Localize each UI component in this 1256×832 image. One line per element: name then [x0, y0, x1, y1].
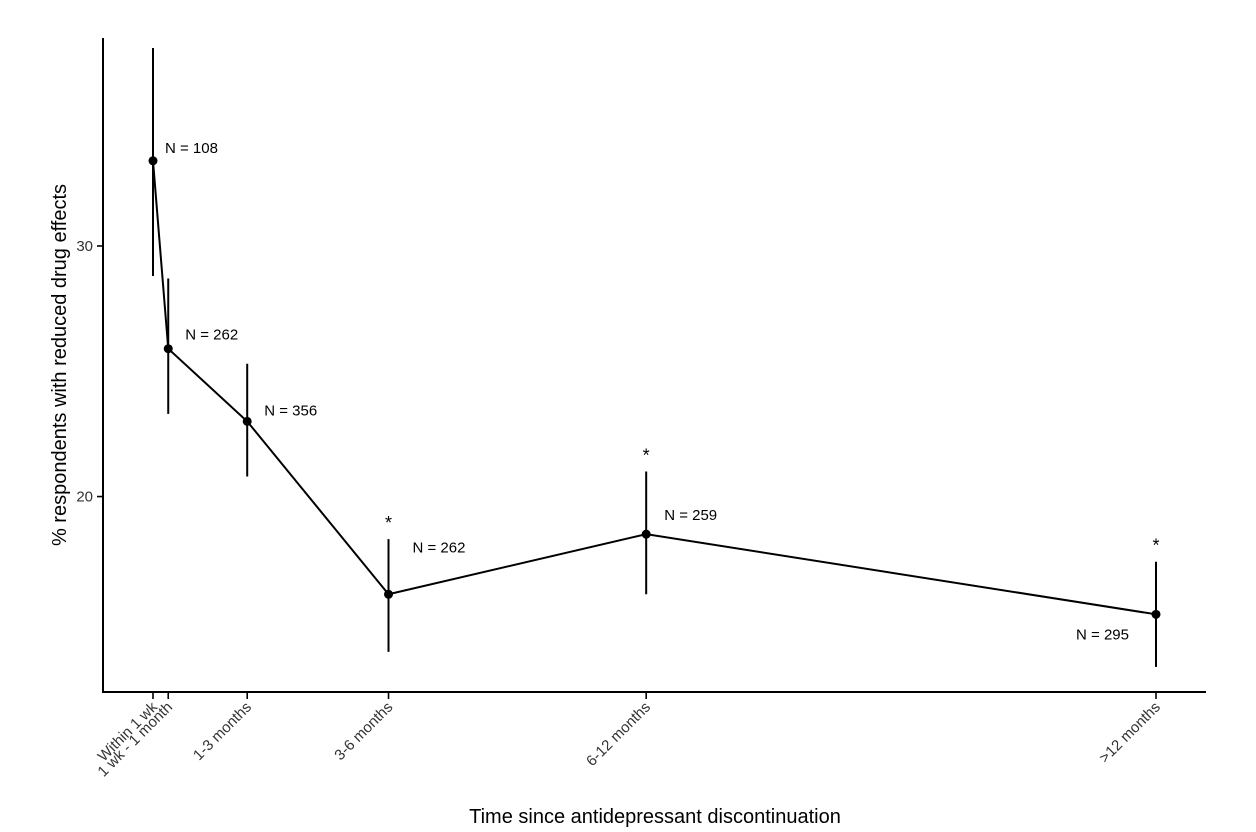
x-axis-title: Time since antidepressant discontinuatio… — [469, 806, 841, 828]
x-tick-label: 1-3 months — [190, 699, 255, 764]
data-point — [641, 529, 651, 539]
data-point — [148, 156, 158, 166]
y-axis-title: % respondents with reduced drug effects — [49, 184, 71, 546]
significance-marker: * — [643, 445, 650, 465]
data-point — [1151, 609, 1161, 619]
x-tick-label: 3-6 months — [331, 699, 396, 764]
n-label: N = 262 — [413, 539, 466, 556]
data-point — [163, 344, 173, 354]
n-label: N = 356 — [264, 402, 317, 419]
n-label: N = 108 — [165, 140, 218, 157]
significance-marker: * — [385, 513, 392, 533]
error-bars — [152, 48, 1157, 667]
x-tick-label: >12 months — [1096, 699, 1164, 767]
n-label: N = 259 — [664, 507, 717, 524]
n-label: N = 295 — [1076, 626, 1129, 643]
n-labels: N = 108 N = 262 N = 356 N = 262 N = 259 N = 2… — [165, 140, 1129, 644]
n-label: N = 262 — [185, 327, 238, 344]
axes — [102, 38, 1206, 693]
points — [148, 156, 1161, 619]
data-point — [242, 416, 252, 426]
series-line — [152, 160, 1157, 616]
y-tick-label: 30 — [76, 238, 93, 255]
data-point — [384, 589, 394, 599]
x-tick-label: 6-12 months — [583, 699, 654, 770]
x-ticks: Within 1 wk1 wk - 1 month 1-3 months 3-6 m… — [94, 692, 1164, 780]
significance-markers: * * * — [385, 445, 1160, 555]
significance-marker: * — [1152, 536, 1159, 556]
y-tick-label: 20 — [76, 489, 93, 506]
